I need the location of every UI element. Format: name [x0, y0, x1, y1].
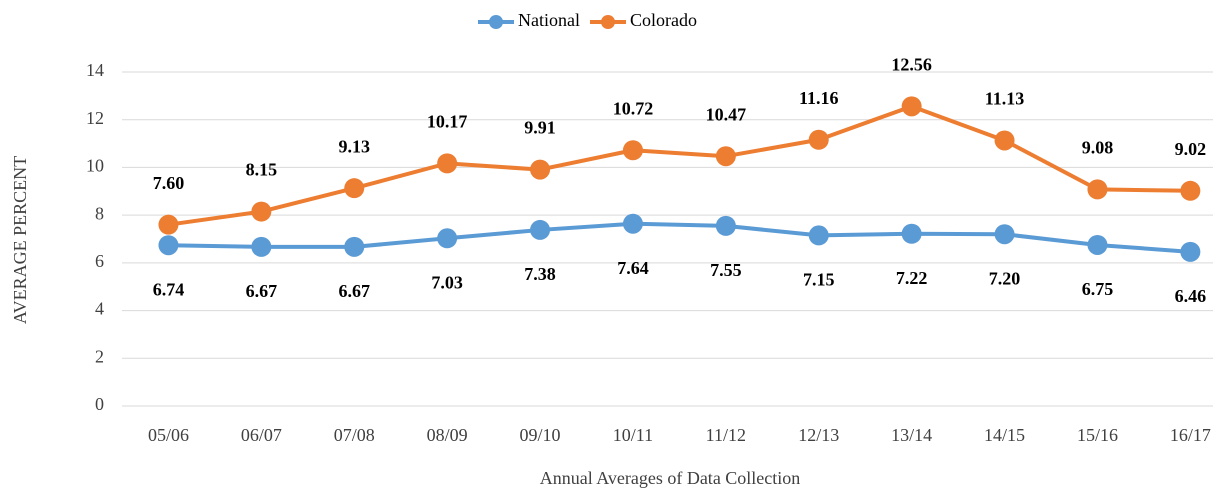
- data-label: 7.15: [803, 270, 835, 290]
- x-tick-label: 15/16: [1077, 425, 1118, 445]
- data-point: [715, 215, 736, 236]
- data-point: [1087, 234, 1108, 255]
- data-label: 7.20: [989, 268, 1021, 288]
- data-point: [530, 159, 551, 180]
- legend-label: National: [518, 10, 580, 30]
- data-label: 9.91: [524, 118, 556, 138]
- data-point: [715, 146, 736, 167]
- x-tick-label: 16/17: [1170, 425, 1211, 445]
- data-label: 7.55: [710, 260, 742, 280]
- data-label: 8.15: [246, 160, 278, 180]
- y-tick-label: 14: [86, 60, 104, 80]
- x-tick-label: 10/11: [613, 425, 653, 445]
- y-tick-label: 0: [95, 394, 104, 414]
- x-tick-label: 05/06: [148, 425, 189, 445]
- x-tick-label: 06/07: [241, 425, 282, 445]
- data-point: [622, 213, 643, 234]
- data-point: [901, 223, 922, 244]
- data-point: [808, 225, 829, 246]
- data-point: [994, 130, 1015, 151]
- series-line: [168, 104, 1191, 227]
- data-point: [344, 236, 365, 257]
- data-label: 6.67: [246, 281, 278, 301]
- data-label: 9.13: [339, 136, 371, 156]
- data-point: [158, 235, 179, 256]
- data-label: 9.02: [1175, 139, 1207, 159]
- y-tick-label: 10: [86, 156, 104, 176]
- data-point: [158, 214, 179, 235]
- y-tick-label: 2: [95, 346, 104, 366]
- x-tick-label: 12/13: [798, 425, 839, 445]
- x-tick-label: 14/15: [984, 425, 1025, 445]
- data-label: 10.17: [427, 111, 468, 131]
- data-point: [251, 201, 272, 222]
- data-point: [251, 236, 272, 257]
- data-label: 6.75: [1082, 279, 1114, 299]
- x-tick-label: 13/14: [891, 425, 932, 445]
- data-label: 6.46: [1175, 286, 1207, 306]
- data-label: 12.56: [891, 54, 932, 74]
- x-axis-title: Annual Averages of Data Collection: [540, 468, 801, 488]
- data-label: 10.72: [613, 98, 654, 118]
- legend-label: Colorado: [630, 10, 697, 30]
- y-tick-label: 12: [86, 108, 104, 128]
- data-point: [1087, 179, 1108, 200]
- data-label: 6.74: [153, 279, 185, 299]
- data-label: 7.38: [524, 264, 556, 284]
- y-axis-title: AVERAGE PERCENT: [10, 156, 30, 324]
- data-label: 7.03: [431, 272, 463, 292]
- data-label: 11.13: [985, 89, 1025, 109]
- data-point: [1180, 180, 1201, 201]
- data-point: [437, 228, 458, 249]
- data-label: 6.67: [339, 281, 371, 301]
- data-point: [622, 140, 643, 161]
- data-point: [994, 224, 1015, 245]
- data-point: [437, 153, 458, 174]
- y-tick-label: 4: [95, 299, 104, 319]
- data-label: 7.64: [617, 258, 649, 278]
- legend-marker: [489, 15, 503, 29]
- data-point: [530, 219, 551, 240]
- data-label: 7.22: [896, 268, 928, 288]
- data-point: [808, 129, 829, 150]
- data-label: 11.16: [799, 88, 839, 108]
- data-point: [1180, 241, 1201, 262]
- legend-marker: [601, 15, 615, 29]
- x-tick-label: 09/10: [520, 425, 561, 445]
- data-label: 7.60: [153, 173, 185, 193]
- data-label: 10.47: [706, 104, 747, 124]
- data-point: [901, 96, 922, 117]
- x-tick-label: 08/09: [427, 425, 468, 445]
- x-tick-label: 11/12: [706, 425, 746, 445]
- series-line: [168, 221, 1191, 254]
- data-label: 9.08: [1082, 138, 1114, 158]
- x-tick-label: 07/08: [334, 425, 375, 445]
- y-tick-label: 8: [95, 203, 104, 223]
- y-tick-label: 6: [95, 251, 104, 271]
- data-point: [344, 178, 365, 199]
